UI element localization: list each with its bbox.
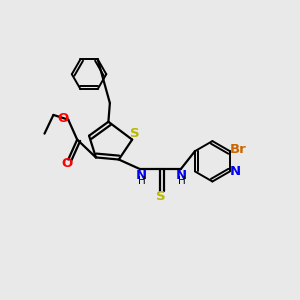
Text: N: N [176,169,187,182]
Text: H: H [137,176,145,186]
Text: S: S [130,127,140,140]
Text: Br: Br [230,143,247,156]
Text: S: S [156,190,165,203]
Text: N: N [136,169,147,182]
Text: O: O [57,112,68,125]
Text: H: H [178,176,185,186]
Text: O: O [61,158,72,170]
Text: N: N [230,165,241,178]
